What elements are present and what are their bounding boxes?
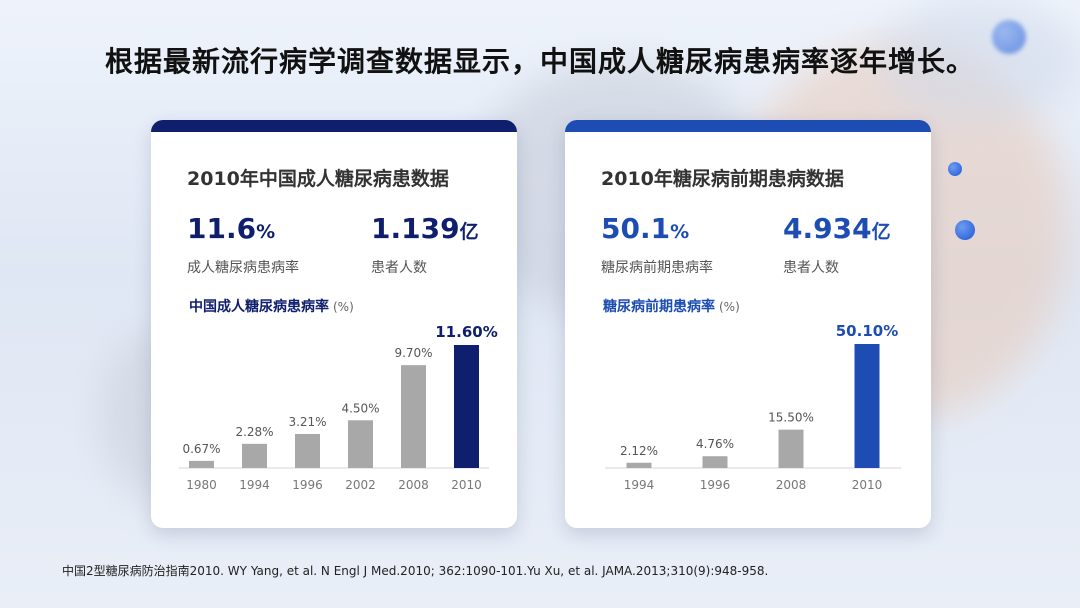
bar-2010 <box>454 345 479 468</box>
x-tick-label-1994: 1994 <box>624 478 655 492</box>
card-accent-bar <box>565 120 931 132</box>
chart-title: 糖尿病前期患病率 (%) <box>603 299 740 315</box>
stat-patients-value: 1.139亿 <box>371 212 479 245</box>
bar-2010 <box>854 344 880 468</box>
decorative-dot <box>948 162 962 176</box>
card-prediabetes: 2010年糖尿病前期患病数据 50.1% 糖尿病前期患病率 4.934亿 患者人… <box>565 120 931 528</box>
bar-1994 <box>626 462 652 468</box>
x-tick-label-2002: 2002 <box>345 478 376 492</box>
data-label-2010: 50.10% <box>836 322 898 340</box>
stat-patients-value: 4.934亿 <box>783 212 891 245</box>
x-tick-label-1996: 1996 <box>700 478 731 492</box>
x-tick-label-2008: 2008 <box>776 478 807 492</box>
x-tick-label-2010: 2010 <box>451 478 482 492</box>
bar-1980 <box>189 460 214 468</box>
card-accent-bar <box>151 120 517 132</box>
bar-chart-prediabetes-prevalence: 2.12% 1994 4.76% 1996 15.50% 2008 50.10% 2010 <box>605 322 901 492</box>
data-label-1996: 3.21% <box>288 415 326 429</box>
decorative-dot <box>992 20 1026 54</box>
background-blur <box>880 0 1080 120</box>
stat-prevalence-value: 11.6% <box>187 212 276 245</box>
stat-prevalence-label: 成人糖尿病患病率 <box>187 260 299 276</box>
data-label-1996: 4.76% <box>696 437 734 451</box>
bar-2008 <box>401 365 426 468</box>
bar-1994 <box>242 443 267 468</box>
stat-prevalence-value: 50.1% <box>601 212 690 245</box>
data-label-1994: 2.28% <box>235 425 273 439</box>
x-tick-label-1994: 1994 <box>239 478 270 492</box>
bar-2002 <box>348 420 373 468</box>
bar-2008 <box>778 429 804 468</box>
stat-patients-label: 患者人数 <box>371 260 427 276</box>
card-adult-diabetes: 2010年中国成人糖尿病患数据 11.6% 成人糖尿病患病率 1.139亿 患者… <box>151 120 517 528</box>
data-label-1994: 2.12% <box>620 444 658 458</box>
chart-title: 中国成人糖尿病患病率 (%) <box>189 299 354 315</box>
bar-chart-adult-prevalence: 0.67% 1980 2.28% 1994 3.21% 1996 4.50% 2002 9.70… <box>179 323 498 492</box>
data-label-2010: 11.60% <box>435 323 497 341</box>
decorative-dot <box>955 220 975 240</box>
bar-1996 <box>295 433 320 468</box>
data-label-2008: 9.70% <box>394 346 432 360</box>
stat-patients-label: 患者人数 <box>783 260 839 276</box>
data-label-1980: 0.67% <box>182 442 220 456</box>
x-tick-label-1996: 1996 <box>292 478 323 492</box>
data-label-2002: 4.50% <box>341 401 379 415</box>
page-headline: 根据最新流行病学调查数据显示，中国成人糖尿病患病率逐年增长。 <box>104 45 975 78</box>
x-tick-label-1980: 1980 <box>186 478 217 492</box>
stat-prevalence-label: 糖尿病前期患病率 <box>601 260 713 276</box>
data-label-2008: 15.50% <box>768 411 814 425</box>
x-tick-label-2008: 2008 <box>398 478 429 492</box>
card-title: 2010年中国成人糖尿病患数据 <box>187 168 449 190</box>
x-tick-label-2010: 2010 <box>852 478 883 492</box>
source-footnote: 中国2型糖尿病防治指南2010. WY Yang, et al. N Engl … <box>62 564 769 578</box>
bar-1996 <box>702 456 728 468</box>
card-title: 2010年糖尿病前期患病数据 <box>601 168 844 190</box>
